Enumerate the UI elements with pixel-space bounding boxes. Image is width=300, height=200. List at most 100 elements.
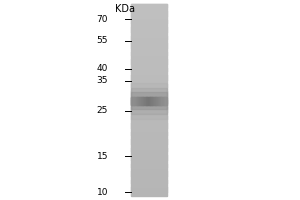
Bar bbox=[163, 97, 164, 105]
Bar bbox=[130, 193, 166, 194]
Bar bbox=[130, 23, 166, 24]
Bar bbox=[130, 29, 166, 30]
Bar bbox=[130, 169, 166, 170]
Bar bbox=[130, 180, 166, 181]
Bar bbox=[130, 127, 166, 128]
Bar bbox=[130, 171, 166, 172]
Bar bbox=[130, 43, 166, 44]
Bar bbox=[144, 97, 145, 105]
Bar bbox=[130, 166, 166, 167]
Bar bbox=[130, 45, 166, 46]
Bar bbox=[130, 6, 166, 7]
Bar bbox=[130, 97, 166, 98]
Bar bbox=[130, 40, 166, 41]
Bar bbox=[130, 95, 166, 96]
Bar bbox=[130, 126, 166, 127]
Bar bbox=[130, 150, 166, 151]
Bar bbox=[130, 181, 166, 182]
Bar bbox=[130, 177, 166, 178]
Bar bbox=[130, 64, 166, 65]
Bar bbox=[130, 163, 166, 164]
Bar bbox=[147, 97, 148, 105]
Bar bbox=[130, 52, 166, 53]
Bar bbox=[130, 174, 166, 175]
Bar bbox=[130, 79, 166, 80]
Bar bbox=[130, 101, 166, 102]
Bar bbox=[130, 138, 166, 139]
Bar bbox=[130, 102, 166, 103]
Bar bbox=[130, 59, 166, 60]
Bar bbox=[146, 97, 147, 105]
Bar bbox=[130, 189, 166, 190]
Bar bbox=[130, 70, 166, 71]
Bar bbox=[130, 61, 166, 62]
Bar bbox=[130, 150, 166, 151]
Bar bbox=[130, 149, 166, 150]
Bar bbox=[130, 106, 166, 107]
Bar bbox=[130, 159, 166, 160]
Bar bbox=[130, 119, 166, 120]
Text: 35: 35 bbox=[97, 76, 108, 85]
Bar bbox=[130, 184, 166, 185]
Bar bbox=[130, 13, 166, 14]
Bar bbox=[130, 68, 166, 69]
Bar bbox=[130, 145, 166, 146]
Bar bbox=[132, 97, 133, 105]
Bar bbox=[130, 146, 166, 147]
Bar bbox=[130, 143, 166, 144]
Bar bbox=[135, 97, 136, 105]
Bar bbox=[130, 71, 166, 72]
Bar bbox=[130, 176, 166, 177]
Bar bbox=[130, 67, 166, 68]
Bar bbox=[130, 14, 166, 15]
Bar bbox=[130, 182, 166, 183]
Bar bbox=[130, 139, 166, 140]
Bar bbox=[159, 97, 160, 105]
Bar bbox=[130, 161, 166, 162]
Bar bbox=[130, 21, 166, 22]
Bar bbox=[130, 114, 166, 115]
Bar bbox=[130, 105, 166, 106]
Bar bbox=[130, 173, 166, 174]
Bar bbox=[165, 97, 166, 105]
Bar bbox=[130, 127, 166, 128]
Bar bbox=[130, 144, 166, 145]
Bar bbox=[130, 79, 166, 80]
Bar bbox=[130, 129, 166, 130]
Bar bbox=[130, 76, 166, 77]
Bar bbox=[130, 156, 166, 157]
Bar bbox=[130, 38, 166, 39]
Bar bbox=[158, 97, 159, 105]
Bar bbox=[134, 97, 135, 105]
Bar bbox=[130, 135, 166, 136]
Bar bbox=[144, 97, 145, 105]
Bar bbox=[130, 81, 166, 82]
Bar bbox=[130, 194, 166, 195]
Bar bbox=[130, 15, 166, 16]
Bar bbox=[145, 97, 146, 105]
Bar bbox=[130, 180, 166, 181]
Bar bbox=[130, 62, 166, 63]
Bar bbox=[130, 133, 166, 134]
Bar bbox=[154, 97, 155, 105]
Bar bbox=[130, 75, 166, 76]
Bar bbox=[130, 111, 166, 112]
Bar bbox=[130, 47, 166, 48]
Bar bbox=[130, 8, 166, 9]
Bar bbox=[130, 165, 166, 166]
Bar bbox=[130, 84, 166, 85]
Bar bbox=[130, 65, 166, 66]
Bar bbox=[145, 97, 146, 105]
Bar bbox=[148, 97, 149, 105]
Bar bbox=[130, 195, 166, 196]
Bar bbox=[130, 111, 166, 112]
Bar bbox=[161, 97, 162, 105]
Bar bbox=[162, 97, 163, 105]
Bar bbox=[130, 77, 166, 78]
Bar bbox=[155, 97, 156, 105]
Bar bbox=[130, 191, 166, 192]
Bar bbox=[130, 25, 166, 26]
Bar bbox=[130, 164, 166, 165]
Bar bbox=[130, 86, 166, 87]
Bar bbox=[130, 56, 166, 57]
